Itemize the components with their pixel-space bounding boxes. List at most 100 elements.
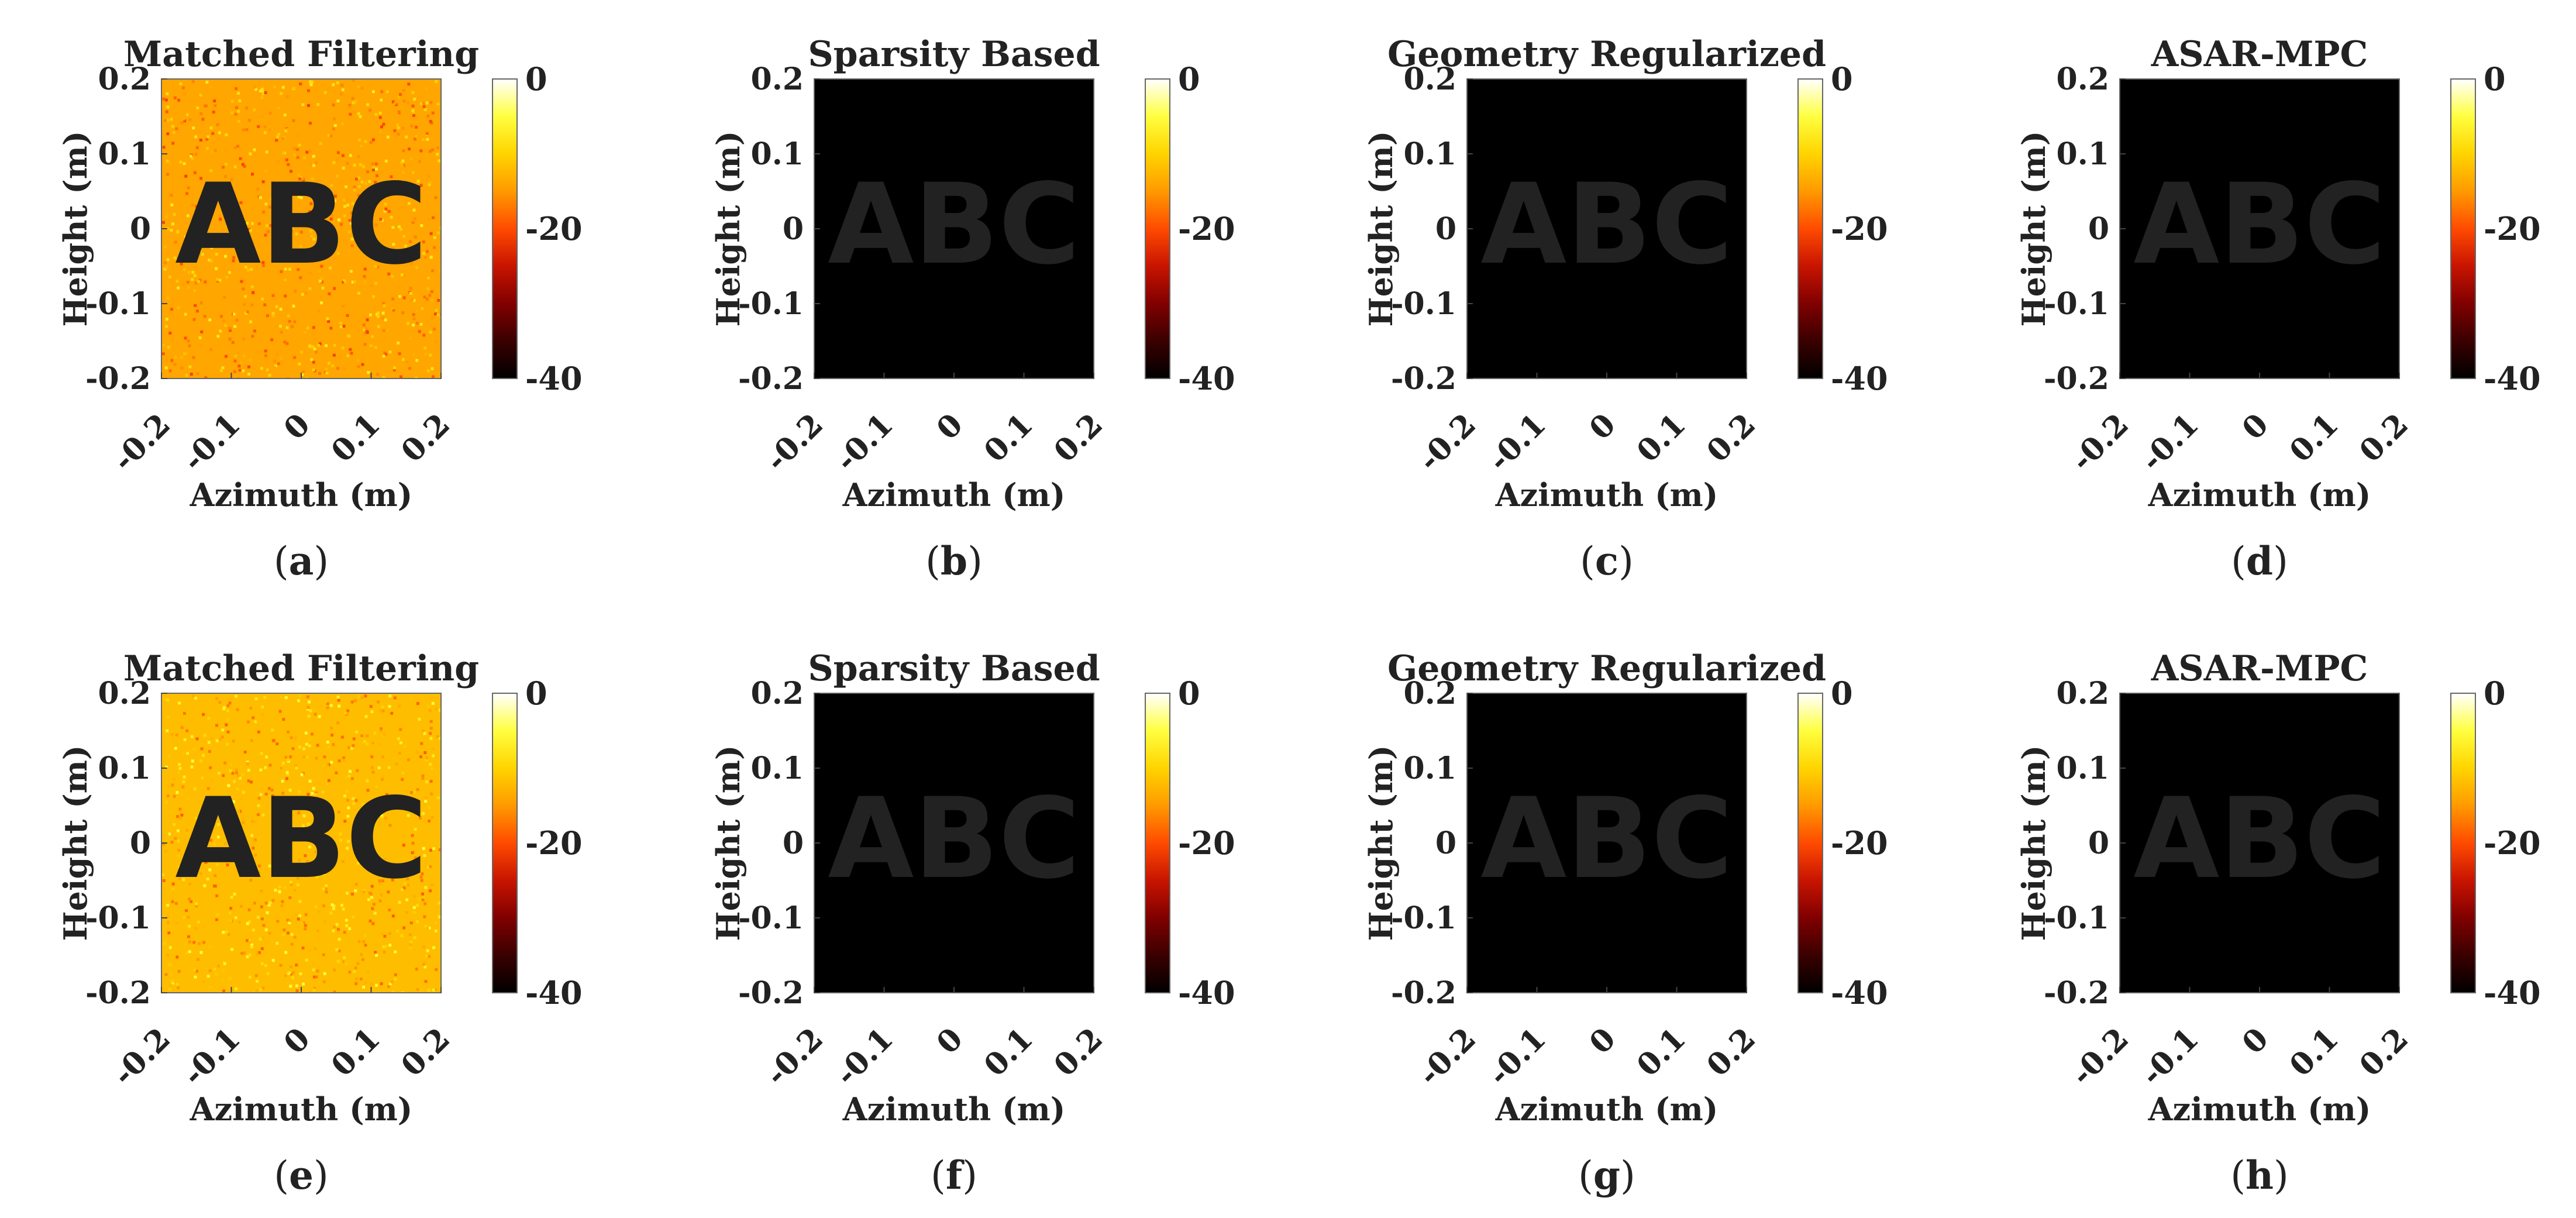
panel-f: Sparsity BasedABC0.20.10-0.1-0.2-0.2-0.1… [710,648,1235,1198]
panel-title: ASAR-MPC [2151,648,2368,689]
colorbar-tick-label: -20 [525,210,583,247]
panel-caption: (d) [2231,538,2288,584]
x-tick-label: 0.1 [1630,1021,1693,1083]
colorbar-tick-label: 0 [2484,675,2506,712]
y-tick-label: -0.2 [85,361,151,397]
y-tick-label: 0.1 [1404,751,1456,786]
y-tick-label: 0 [783,211,804,247]
panel-title: Geometry Regularized [1387,648,1826,689]
x-tick-label: 0 [929,407,970,447]
colorbar [1145,693,1170,993]
y-tick-label: 0.2 [2057,676,2109,711]
colorbar-tick-label: -40 [2484,360,2541,397]
panel-caption: (c) [1580,538,1634,584]
y-tick-label: -0.2 [1391,361,1456,397]
colorbar [492,78,518,379]
y-axis-label: Height (m) [2015,131,2052,327]
x-tick-label: 0.2 [1047,1021,1110,1083]
colorbar [1145,78,1170,379]
image-text: ABC [828,160,1080,289]
x-axis-label: Azimuth (m) [2148,476,2371,514]
y-tick-label: -0.2 [738,975,804,1011]
x-tick-label: -0.2 [1411,1021,1483,1092]
x-tick-label: -0.2 [106,1021,177,1092]
image-background [2120,79,2399,379]
y-tick-label: 0.2 [2057,61,2109,97]
panel-c: Geometry RegularizedABC0.20.10-0.1-0.2-0… [1362,34,1888,584]
y-tick-label: -0.1 [738,900,804,936]
x-tick-label: 0 [1582,407,1623,447]
y-tick-label: 0 [130,825,151,861]
colorbar-tick-label: -20 [1831,824,1888,862]
x-tick-label: 0.1 [1630,407,1693,469]
colorbar [2450,693,2476,993]
y-tick-label: 0.2 [1404,61,1456,97]
colorbar-tick-label: -20 [525,824,583,862]
x-axis-label: Azimuth (m) [1495,1090,1719,1128]
image-background [814,79,1094,379]
y-tick-label: -0.1 [1391,286,1456,322]
y-axis-label: Height (m) [710,745,747,941]
panel-title: Matched Filtering [123,648,479,689]
image-background [814,693,1094,993]
x-tick-label: 0 [277,407,317,447]
x-tick-label: -0.2 [1411,407,1483,478]
x-tick-label: 0.2 [394,1021,457,1083]
colorbar [1797,78,1823,379]
x-tick-label: -0.2 [759,407,830,478]
panel-b: Sparsity BasedABC0.20.10-0.1-0.2-0.2-0.1… [710,34,1235,584]
panel-caption: (e) [274,1152,329,1198]
x-axis-label: Azimuth (m) [842,1090,1066,1128]
x-tick-label: 0.1 [977,407,1040,469]
colorbar-tick-label: 0 [1831,675,1853,712]
x-tick-label: -0.1 [1481,407,1552,478]
x-tick-label: 0.1 [977,1021,1040,1083]
y-tick-label: -0.1 [738,286,804,322]
y-tick-label: 0.1 [1404,136,1456,172]
image-text: ABC [2133,160,2385,289]
y-tick-label: 0.2 [1404,676,1456,711]
panel-a: Matched FilteringABC0.20.10-0.1-0.2-0.2-… [57,34,583,584]
panel-caption: (b) [925,538,983,584]
y-tick-label: 0 [1435,825,1456,861]
x-tick-label: 0 [277,1021,317,1061]
image-background [1467,79,1747,379]
panel-title: Geometry Regularized [1387,34,1826,75]
y-tick-label: 0.1 [98,136,151,172]
y-tick-label: -0.2 [2044,975,2109,1011]
x-tick-label: -0.1 [1481,1021,1552,1092]
x-axis-label: Azimuth (m) [190,476,413,514]
y-tick-label: 0.1 [751,136,804,172]
panel-title: Matched Filtering [123,34,479,75]
x-axis-label: Azimuth (m) [842,476,1066,514]
colorbar [1797,693,1823,993]
x-tick-label: 0 [2235,407,2275,447]
colorbar [492,693,518,993]
panel-title: ASAR-MPC [2151,34,2368,75]
colorbar-tick-label: -40 [1178,974,1235,1011]
y-axis-label: Height (m) [1362,745,1400,941]
y-tick-label: 0 [783,825,804,861]
y-tick-label: 0 [1435,211,1456,247]
colorbar-tick-label: 0 [525,675,547,712]
x-tick-label: 0.1 [325,407,387,469]
panel-g: Geometry RegularizedABC0.20.10-0.1-0.2-0… [1362,648,1888,1198]
colorbar-tick-label: -40 [1831,360,1888,397]
colorbar-tick-label: -20 [1831,210,1888,247]
x-tick-label: -0.1 [828,407,900,478]
x-tick-label: 0 [1582,1021,1623,1061]
x-tick-label: -0.1 [175,1021,247,1092]
image-text: ABC [1480,774,1733,903]
colorbar-tick-label: -40 [525,360,583,397]
x-tick-label: 0.2 [394,407,457,469]
x-tick-label: -0.2 [759,1021,830,1092]
image-background [2120,693,2399,993]
colorbar-tick-label: -20 [2484,824,2541,862]
y-tick-label: 0.2 [751,61,804,97]
y-tick-label: 0 [2088,825,2109,861]
x-axis-label: Azimuth (m) [1495,476,1719,514]
image-text: ABC [175,160,427,289]
image-text: ABC [828,774,1080,903]
